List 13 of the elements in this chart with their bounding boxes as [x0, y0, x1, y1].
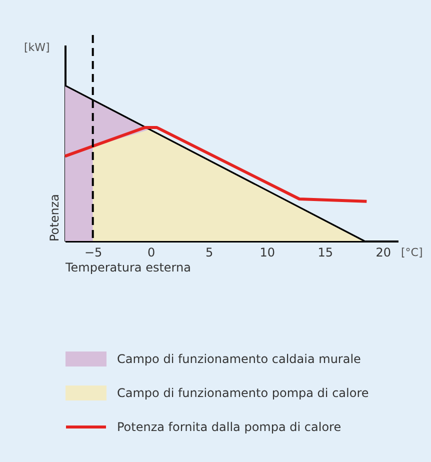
text: [°C] — [401, 246, 423, 259]
y-axis-title: Potenza — [48, 194, 62, 242]
x-tick-label: 5 — [206, 246, 214, 260]
x-tick-label: 15 — [318, 246, 334, 260]
x-axis-title: Temperatura esterna — [64, 260, 191, 274]
legend-label: Campo di funzionamento pompa di calore — [117, 386, 369, 400]
x-tick-label: 20 — [376, 246, 392, 260]
legend-label: Campo di funzionamento caldaia murale — [117, 352, 361, 366]
x-tick-label: 10 — [260, 246, 276, 260]
legend-label: Potenza fornita dalla pompa di calore — [117, 420, 342, 434]
x-tick-label: 0 — [148, 246, 156, 260]
text: [kW] — [24, 41, 50, 54]
x-tick-label: −5 — [84, 246, 102, 260]
